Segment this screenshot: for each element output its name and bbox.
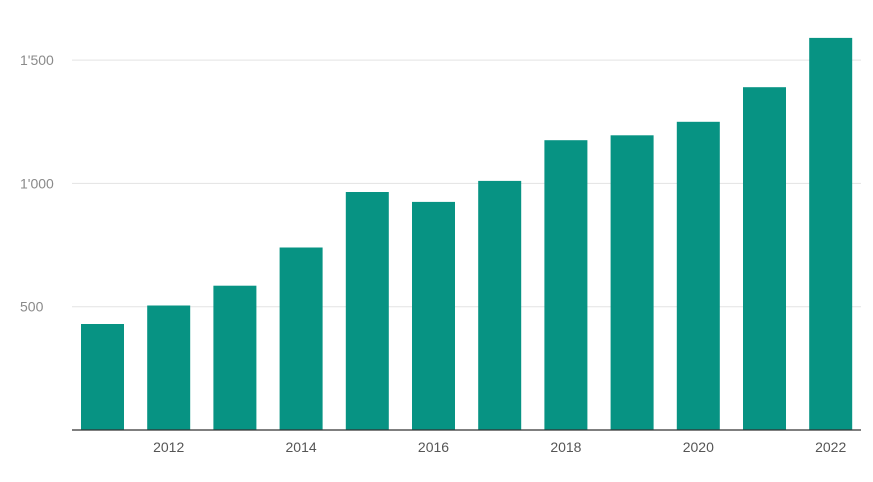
y-tick-label: 1'000: [20, 175, 54, 191]
bar-2018: [544, 140, 588, 430]
x-axis-ticks: 2012 2014 2016 2018 2020 2022: [153, 439, 846, 455]
y-tick-label: 1'500: [20, 52, 54, 68]
bar-2016: [412, 201, 455, 430]
bar-2013: [213, 285, 257, 430]
bar-2019: [610, 135, 654, 431]
gridlines: [72, 59, 861, 308]
bar-2017: [478, 180, 522, 430]
x-tick-label: 2014: [286, 439, 317, 455]
x-tick-label: 2012: [153, 439, 184, 455]
x-tick-label: 2022: [815, 439, 846, 455]
x-tick-label: 2016: [418, 439, 449, 455]
bar-2015: [345, 192, 389, 430]
bar-2021: [743, 87, 786, 430]
bars: [81, 37, 853, 431]
bar-2014: [279, 247, 323, 430]
bar-2022: [809, 37, 853, 431]
bar-2012: [147, 305, 191, 430]
bar-2011: [81, 324, 124, 430]
y-tick-label: 500: [20, 299, 44, 315]
y-axis-ticks: 500 1'000 1'500: [20, 52, 54, 315]
x-tick-label: 2020: [683, 439, 714, 455]
x-tick-label: 2018: [550, 439, 581, 455]
bar-2020: [676, 121, 720, 431]
